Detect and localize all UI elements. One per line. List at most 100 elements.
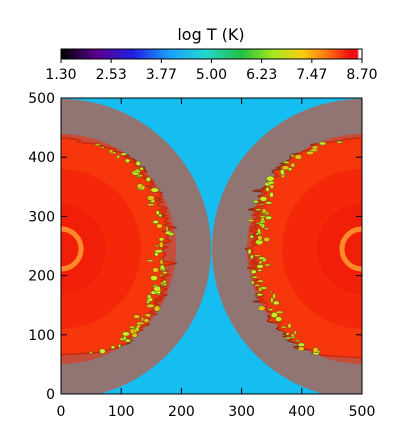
x-tick-label: 0: [57, 404, 66, 420]
mixing-filament: [265, 215, 273, 220]
mixing-filament: [247, 218, 255, 223]
mixing-filament: [263, 236, 271, 242]
mixing-filament: [265, 187, 270, 192]
mixing-filament: [297, 342, 305, 347]
mixing-filament: [89, 351, 93, 355]
mixing-filament: [162, 279, 167, 285]
mixing-filament: [155, 244, 159, 248]
mixing-filament: [259, 286, 268, 290]
mixing-filament: [311, 145, 319, 150]
mixing-filament: [141, 316, 144, 322]
mixing-filament: [269, 192, 274, 198]
mixing-filament: [312, 347, 319, 353]
colorbar-tick-label: 3.77: [146, 67, 177, 83]
mixing-filament: [256, 293, 263, 297]
colorbar-tick-label: 5.00: [196, 67, 227, 83]
colorbar: [60, 48, 363, 60]
y-axis: 0 100 200 300 400 500: [28, 91, 362, 403]
mixing-filament: [118, 343, 122, 348]
mixing-filament: [116, 154, 120, 159]
mixing-filament: [146, 195, 155, 201]
mixing-filament: [129, 325, 135, 329]
mixing-filament: [290, 333, 295, 338]
mixing-filament: [257, 305, 266, 312]
mixing-filament: [165, 225, 169, 232]
mixing-filament: [136, 183, 144, 189]
colorbar-ticks: 1.30 2.53 3.77 5.00 6.23 7.47 8.70: [45, 59, 378, 83]
mixing-filament: [154, 249, 164, 254]
mixing-filament: [250, 269, 257, 275]
mixing-filament: [254, 283, 260, 287]
mixing-filament: [255, 222, 261, 225]
mixing-filament: [290, 162, 296, 168]
mixing-filament: [263, 263, 271, 267]
mixing-filament: [136, 321, 145, 325]
mixing-filament: [318, 141, 327, 146]
plot-area: [60, 97, 363, 395]
mixing-filament: [258, 260, 263, 265]
colorbar-tick-label: 1.30: [45, 67, 76, 83]
colorbar-title: log T (K): [177, 25, 244, 44]
y-tick-label: 0: [46, 387, 55, 403]
mixing-filament: [158, 241, 164, 248]
mixing-filament: [259, 203, 265, 206]
x-tick-label: 300: [228, 404, 255, 420]
y-tick-label: 200: [28, 269, 55, 285]
temperature-field: [61, 99, 362, 394]
colorbar-tick-label: 2.53: [96, 67, 127, 83]
mixing-filament: [143, 318, 150, 323]
mixing-filament: [255, 208, 262, 211]
mixing-filament: [266, 180, 275, 185]
x-tick-label: 500: [349, 404, 376, 420]
mixing-filament: [259, 196, 268, 202]
mixing-filament: [158, 237, 165, 242]
mixing-filament: [159, 264, 165, 270]
plot-frame: [60, 97, 363, 395]
mixing-filament: [297, 346, 305, 352]
mixing-filament: [146, 259, 154, 263]
mixing-filament: [294, 154, 302, 160]
mixing-filament: [270, 290, 273, 294]
mixing-filament: [266, 175, 275, 182]
mixing-filament: [247, 248, 252, 255]
mixing-filament: [152, 220, 159, 224]
mixing-filament: [124, 158, 131, 163]
mixing-filament: [158, 213, 163, 218]
mixing-filament: [145, 176, 151, 182]
mixing-filament: [264, 227, 269, 230]
mixing-filament: [287, 323, 292, 329]
mixing-filament: [257, 235, 263, 241]
mixing-filament: [139, 166, 144, 171]
y-tick-label: 100: [28, 328, 55, 344]
mixing-filament: [280, 325, 287, 329]
mixing-filament: [258, 256, 266, 260]
mixing-filament: [249, 254, 254, 260]
mixing-filament: [159, 259, 164, 265]
mixing-filament: [146, 303, 155, 309]
mixing-filament: [261, 208, 267, 214]
mixing-filament: [284, 336, 292, 340]
mixing-filament: [285, 332, 290, 336]
mixing-filament: [270, 297, 274, 304]
x-tick-label: 200: [168, 404, 195, 420]
mixing-filament: [305, 150, 314, 155]
mixing-filament: [100, 146, 105, 149]
mixing-filament: [120, 152, 127, 156]
mixing-filament: [268, 308, 274, 311]
mixing-filament: [259, 215, 267, 218]
mixing-filament: [290, 154, 295, 157]
mixing-filament: [279, 169, 285, 175]
mixing-filament: [145, 313, 152, 318]
mixing-filament: [159, 273, 163, 277]
x-tick-label: 400: [288, 404, 315, 420]
mixing-filament: [122, 331, 130, 337]
y-tick-label: 500: [28, 91, 55, 107]
mixing-filament: [152, 267, 160, 273]
mixing-filament: [133, 314, 141, 319]
mixing-filament: [155, 210, 160, 216]
mixing-filament: [293, 330, 297, 335]
mixing-filament: [275, 310, 284, 314]
mixing-filament: [250, 280, 255, 285]
mixing-filament: [152, 284, 159, 288]
